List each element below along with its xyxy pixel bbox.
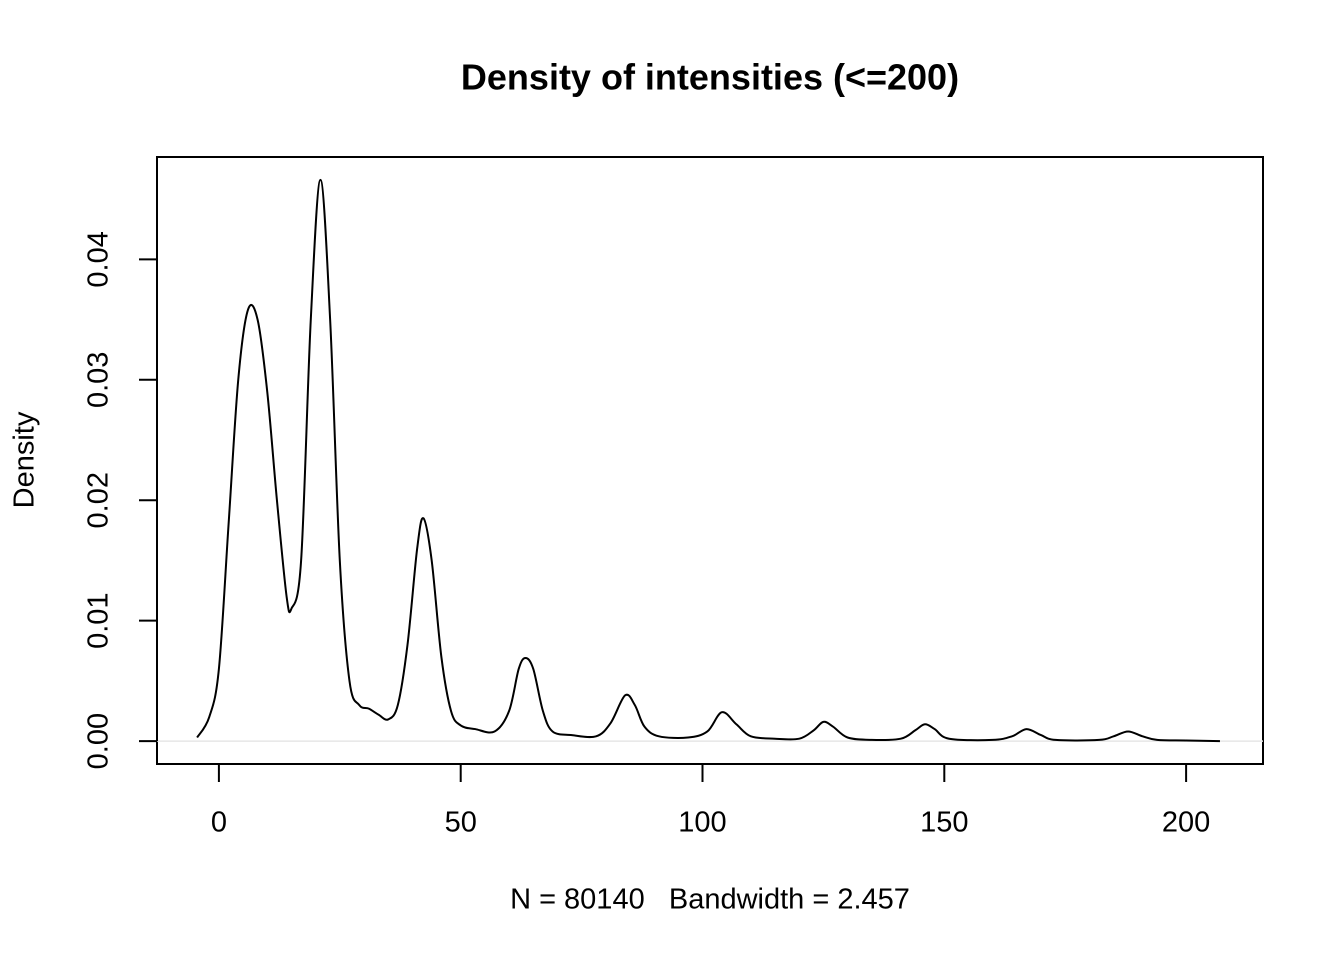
chart-title: Density of intensities (<=200) [461, 57, 959, 98]
x-tick-label: 200 [1162, 807, 1210, 839]
y-tick-label: 0.03 [83, 352, 115, 408]
y-axis-label: Density [9, 411, 41, 508]
y-tick-label: 0.02 [83, 472, 115, 528]
y-tick-label: 0.04 [83, 231, 115, 287]
x-tick-label: 0 [211, 807, 227, 839]
x-tick-label: 100 [678, 807, 726, 839]
x-tick-label: 50 [445, 807, 477, 839]
x-tick-label: 150 [920, 807, 968, 839]
x-axis-label: N = 80140 Bandwidth = 2.457 [510, 884, 910, 916]
plot-frame [156, 156, 1264, 765]
density-line [196, 178, 1220, 743]
y-tick-label: 0.01 [83, 592, 115, 648]
y-tick-label: 0.00 [83, 713, 115, 769]
